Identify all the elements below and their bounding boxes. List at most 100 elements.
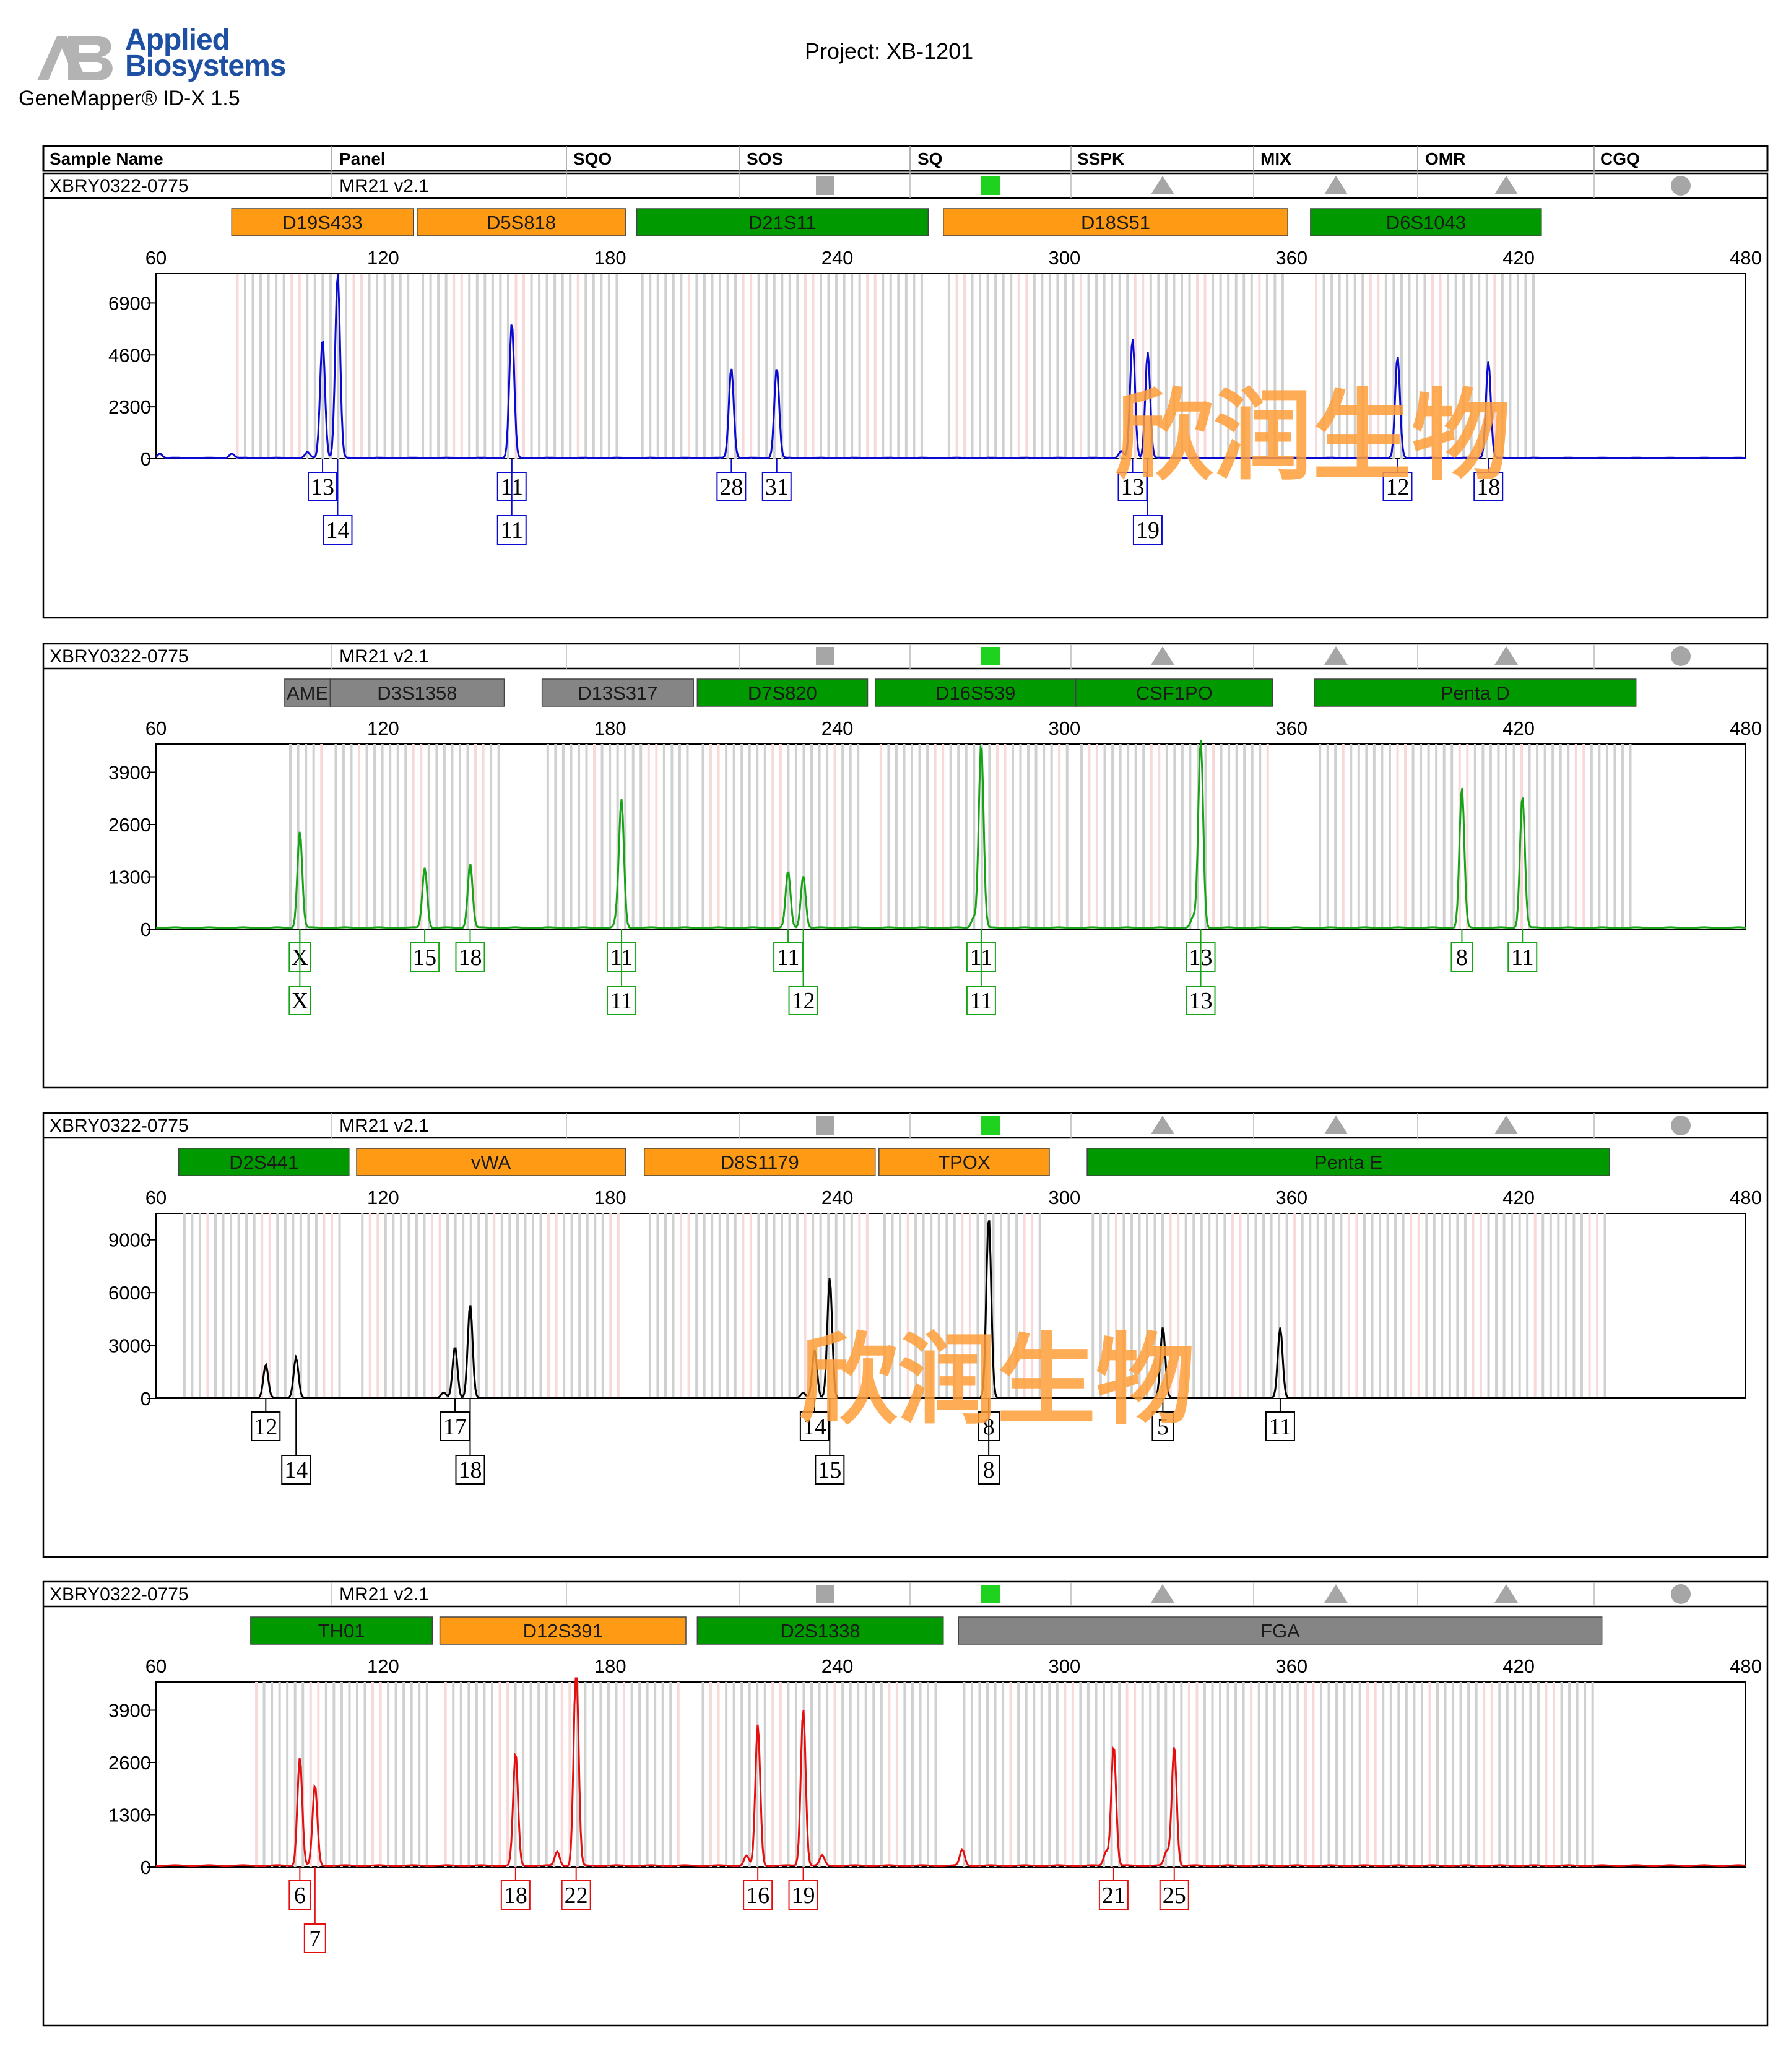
locus-bar <box>178 1148 350 1176</box>
allele-label: X <box>292 988 308 1014</box>
allele-box <box>788 986 818 1015</box>
locus-bar <box>284 678 331 707</box>
allele-box <box>1265 1411 1295 1441</box>
x-tick-label: 240 <box>821 717 854 739</box>
locus-label: D18S51 <box>1081 212 1150 233</box>
allele-label: 6 <box>294 1883 306 1909</box>
locus-bar <box>636 208 929 236</box>
allele-box <box>288 1880 311 1910</box>
x-tick-label: 480 <box>1730 1187 1762 1208</box>
x-tick-label: 360 <box>1275 247 1307 269</box>
flag-sq-icon <box>981 1116 1000 1135</box>
allele-label: 11 <box>777 945 800 971</box>
allele-box <box>815 1455 845 1485</box>
table-header-cgq: CGQ <box>1600 149 1640 168</box>
table-header-sqo: SQO <box>573 149 612 168</box>
locus-bar <box>1314 678 1637 707</box>
x-tick-label: 300 <box>1049 1187 1081 1208</box>
locus-label: D2S1338 <box>780 1620 860 1642</box>
x-tick-label: 480 <box>1730 1655 1762 1677</box>
x-tick-label: 240 <box>821 1187 854 1208</box>
dye-panel-red: XBRY0322-0775 MR21 v2.1 TH01 D12S391 D2S1338… <box>42 1580 1769 2027</box>
flag-sq-icon <box>981 176 1000 195</box>
flag-sspk-icon <box>1151 646 1174 665</box>
allele-box <box>496 515 527 545</box>
flag-sspk-icon <box>1151 176 1174 194</box>
logo-line2: Biosystems <box>125 50 286 82</box>
locus-label: D19S433 <box>282 212 362 233</box>
x-tick-label: 60 <box>145 247 167 269</box>
locus-bar <box>878 1148 1050 1176</box>
allele-label: 22 <box>565 1883 588 1909</box>
x-tick-label: 120 <box>367 247 399 269</box>
flag-omr-icon <box>1494 176 1518 194</box>
flag-cgq-icon <box>1671 646 1691 666</box>
flag-sq-icon <box>981 647 1000 665</box>
locus-label: TPOX <box>938 1151 991 1173</box>
x-tick-label: 420 <box>1502 717 1535 739</box>
locus-bar <box>696 678 869 707</box>
locus-bar <box>356 1148 626 1176</box>
allele-label: 13 <box>1121 474 1144 500</box>
flag-sos-icon <box>816 1116 834 1135</box>
allele-label: 31 <box>765 474 789 500</box>
allele-label: 18 <box>504 1883 527 1909</box>
x-tick-label: 180 <box>594 247 626 269</box>
dye-panel-yellow: XBRY0322-0775 MR21 v2.1 D2S441 vWA D8S1179 TP… <box>42 1112 1769 1558</box>
allele-box <box>308 472 338 501</box>
x-tick-label: 240 <box>821 247 854 269</box>
y-tick-label: 3900 <box>108 1700 151 1722</box>
allele-box <box>281 1455 311 1485</box>
allele-label: 15 <box>413 945 436 971</box>
project-title: Project: XB-1201 <box>805 38 974 64</box>
sample-name: XBRY0322-0775 <box>50 1584 189 1605</box>
allele-label: 18 <box>458 1457 482 1483</box>
locus-label: TH01 <box>318 1620 365 1642</box>
allele-label: 16 <box>746 1883 769 1909</box>
trace-yellow <box>155 1220 1746 1399</box>
x-tick-label: 60 <box>145 1187 167 1208</box>
allele-label: 8 <box>1456 945 1468 971</box>
locus-bar <box>439 1616 687 1645</box>
y-tick-label: 0 <box>141 919 151 940</box>
panel-name: MR21 v2.1 <box>339 1584 429 1605</box>
locus-label: AME <box>287 682 328 704</box>
x-tick-label: 180 <box>594 1655 626 1677</box>
locus-bar <box>696 1616 944 1645</box>
allele-label: 11 <box>500 518 523 544</box>
allele-label: 13 <box>311 474 334 500</box>
locus-label: D2S441 <box>229 1151 298 1173</box>
x-tick-label: 300 <box>1049 247 1081 269</box>
flag-sspk-icon <box>1151 1584 1174 1603</box>
x-tick-label: 420 <box>1502 1187 1535 1208</box>
y-tick-label: 3000 <box>108 1335 151 1357</box>
locus-bar <box>250 1616 433 1645</box>
flag-mix-icon <box>1324 646 1348 665</box>
ab-logo-icon <box>31 31 118 88</box>
allele-box <box>788 1880 818 1910</box>
allele-label: 12 <box>792 988 815 1014</box>
allele-box <box>1450 942 1473 972</box>
allele-label: 13 <box>1189 988 1213 1014</box>
flag-omr-icon <box>1494 646 1518 665</box>
flag-sos-icon <box>816 176 834 195</box>
locus-label: D3S1358 <box>377 682 457 704</box>
x-tick-label: 180 <box>594 1187 626 1208</box>
panel-name: MR21 v2.1 <box>339 1116 429 1136</box>
locus-label: D6S1043 <box>1386 212 1466 233</box>
allele-label: 19 <box>1136 518 1160 544</box>
x-tick-label: 420 <box>1502 1655 1535 1677</box>
y-tick-label: 0 <box>141 448 151 470</box>
allele-label: 5 <box>1157 1414 1169 1440</box>
plot-area <box>155 273 1746 459</box>
flag-mix-icon <box>1324 1584 1348 1603</box>
allele-box <box>455 942 485 972</box>
dye-panel-blue: XBRY0322-0775 MR21 v2.1 D19S433 D5S818 D21S1… <box>42 172 1769 619</box>
y-tick-label: 2300 <box>108 396 151 418</box>
y-tick-label: 4600 <box>108 344 151 366</box>
flag-omr-icon <box>1494 1116 1518 1134</box>
flag-sq-icon <box>981 1585 1000 1603</box>
locus-bar <box>1310 208 1542 236</box>
allele-box <box>761 472 792 501</box>
allele-label: 12 <box>254 1414 277 1440</box>
